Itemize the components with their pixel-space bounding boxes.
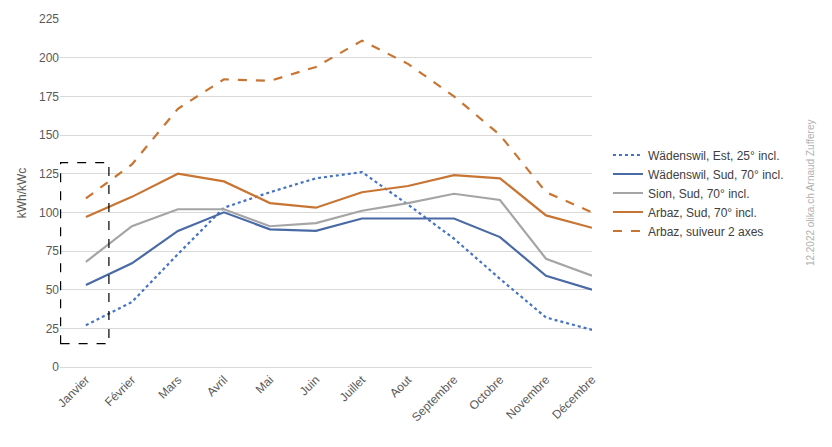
svg-text:125: 125: [39, 167, 59, 181]
svg-text:Novembre: Novembre: [503, 373, 552, 422]
svg-text:Septembre: Septembre: [409, 373, 461, 425]
svg-text:12.2022 olika.ch Arnaud Zuffer: 12.2022 olika.ch Arnaud Zufferey: [805, 120, 816, 267]
svg-text:Aout: Aout: [387, 372, 415, 400]
svg-text:50: 50: [46, 283, 60, 297]
svg-text:Décembre: Décembre: [549, 373, 598, 422]
svg-text:75: 75: [46, 244, 60, 258]
svg-text:Mai: Mai: [253, 373, 277, 397]
svg-text:Sion, Sud, 70° incl.: Sion, Sud, 70° incl.: [648, 187, 750, 201]
svg-text:175: 175: [39, 90, 59, 104]
svg-text:225: 225: [39, 12, 59, 26]
svg-text:Arbaz, Sud, 70° incl.: Arbaz, Sud, 70° incl.: [648, 206, 757, 220]
svg-text:25: 25: [46, 322, 60, 336]
svg-text:0: 0: [52, 360, 59, 374]
svg-text:kWh/kWc: kWh/kWc: [15, 168, 29, 219]
svg-text:100: 100: [39, 206, 59, 220]
svg-text:Arbaz, suiveur 2 axes: Arbaz, suiveur 2 axes: [648, 225, 763, 239]
svg-text:150: 150: [39, 128, 59, 142]
svg-text:Octobre: Octobre: [466, 373, 506, 413]
svg-text:Juillet: Juillet: [337, 372, 369, 404]
svg-text:Juin: Juin: [297, 373, 322, 398]
svg-text:Mars: Mars: [156, 373, 185, 402]
svg-text:Février: Février: [102, 373, 138, 409]
svg-text:Wädenswil, Sud, 70° incl.: Wädenswil, Sud, 70° incl.: [648, 168, 784, 182]
svg-text:Wädenswil, Est, 25° incl.: Wädenswil, Est, 25° incl.: [648, 149, 780, 163]
svg-text:200: 200: [39, 51, 59, 65]
svg-text:Avril: Avril: [204, 373, 230, 399]
svg-text:Janvier: Janvier: [55, 373, 92, 410]
